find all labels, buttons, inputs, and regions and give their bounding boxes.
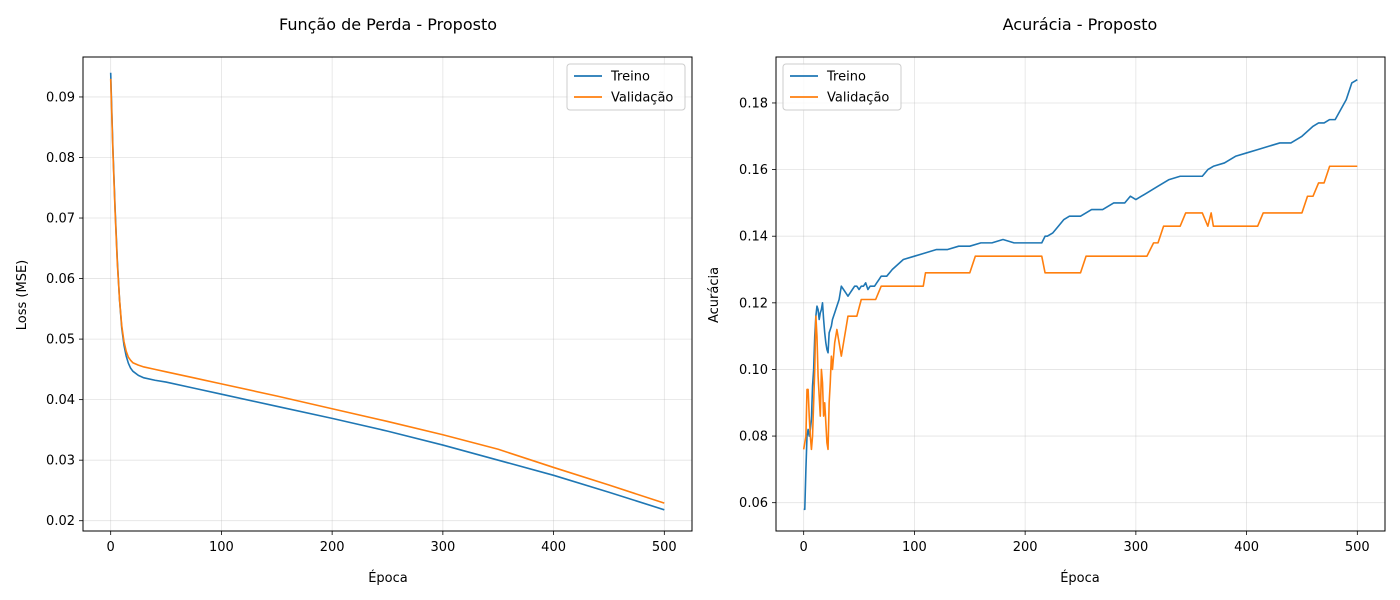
series-lines: [109, 72, 665, 511]
series-line-validacao: [802, 165, 1358, 451]
x-axis-label: Época: [368, 570, 408, 586]
ticks: 0 100 200 300 400 500 0.06 0.08 0.10 0.12 0.14 0.16…: [739, 96, 1370, 555]
series-line-validacao: [109, 78, 665, 504]
y-tick-label: 0.09: [46, 90, 75, 105]
y-tick-label: 0.02: [46, 514, 75, 529]
legend[interactable]: Treino Validação: [566, 63, 686, 111]
legend-label: Treino: [610, 70, 650, 85]
y-tick-label: 0.12: [739, 296, 768, 311]
y-tick-label: 0.18: [739, 96, 768, 111]
y-tick-label: 0.16: [739, 163, 768, 178]
x-tick-label: 100: [902, 540, 927, 555]
plot-frame: [82, 56, 693, 532]
legend-label: Validação: [611, 91, 673, 106]
x-tick-label: 400: [1234, 540, 1259, 555]
x-tick-label: 200: [320, 540, 345, 555]
legend[interactable]: Treino Validação: [782, 63, 902, 111]
y-tick-label: 0.05: [46, 333, 75, 348]
series-lines: [802, 78, 1358, 511]
x-tick-label: 200: [1013, 540, 1038, 555]
y-tick-label: 0.10: [739, 363, 768, 378]
x-tick-label: 0: [107, 540, 115, 555]
legend-label: Treino: [826, 70, 866, 85]
x-tick-label: 300: [430, 540, 455, 555]
x-tick-label: 500: [652, 540, 677, 555]
y-tick-label: 0.14: [739, 230, 768, 245]
y-tick-label: 0.07: [46, 212, 75, 227]
y-axis-label: Acurácia: [707, 267, 722, 323]
legend-label: Validação: [827, 91, 889, 106]
chart-title: Função de Perda - Proposto: [279, 15, 497, 34]
series-line-treino: [803, 78, 1358, 511]
accuracy-chart: Acurácia - Proposto Época Acurácia 0 100 2…: [707, 15, 1386, 586]
grid: [776, 57, 1385, 531]
x-tick-label: 0: [800, 540, 808, 555]
plot-frame: [775, 56, 1386, 532]
x-tick-label: 400: [541, 540, 566, 555]
series-line-treino: [109, 72, 665, 511]
x-tick-label: 500: [1345, 540, 1370, 555]
loss-chart: Função de Perda - Proposto Época Loss (M…: [15, 15, 693, 586]
chart-title: Acurácia - Proposto: [1003, 15, 1158, 34]
x-tick-label: 300: [1123, 540, 1148, 555]
y-tick-label: 0.04: [46, 393, 75, 408]
y-tick-label: 0.03: [46, 454, 75, 469]
y-tick-label: 0.08: [739, 430, 768, 445]
ticks: 0 100 200 300 400 500 0.02 0.03 0.04 0.05 0.06 0.07…: [46, 90, 677, 555]
x-tick-label: 100: [209, 540, 234, 555]
y-tick-label: 0.08: [46, 151, 75, 166]
y-tick-label: 0.06: [46, 272, 75, 287]
y-axis-label: Loss (MSE): [15, 260, 30, 330]
x-axis-label: Época: [1060, 570, 1100, 586]
grid: [83, 57, 692, 531]
y-tick-label: 0.06: [739, 496, 768, 511]
